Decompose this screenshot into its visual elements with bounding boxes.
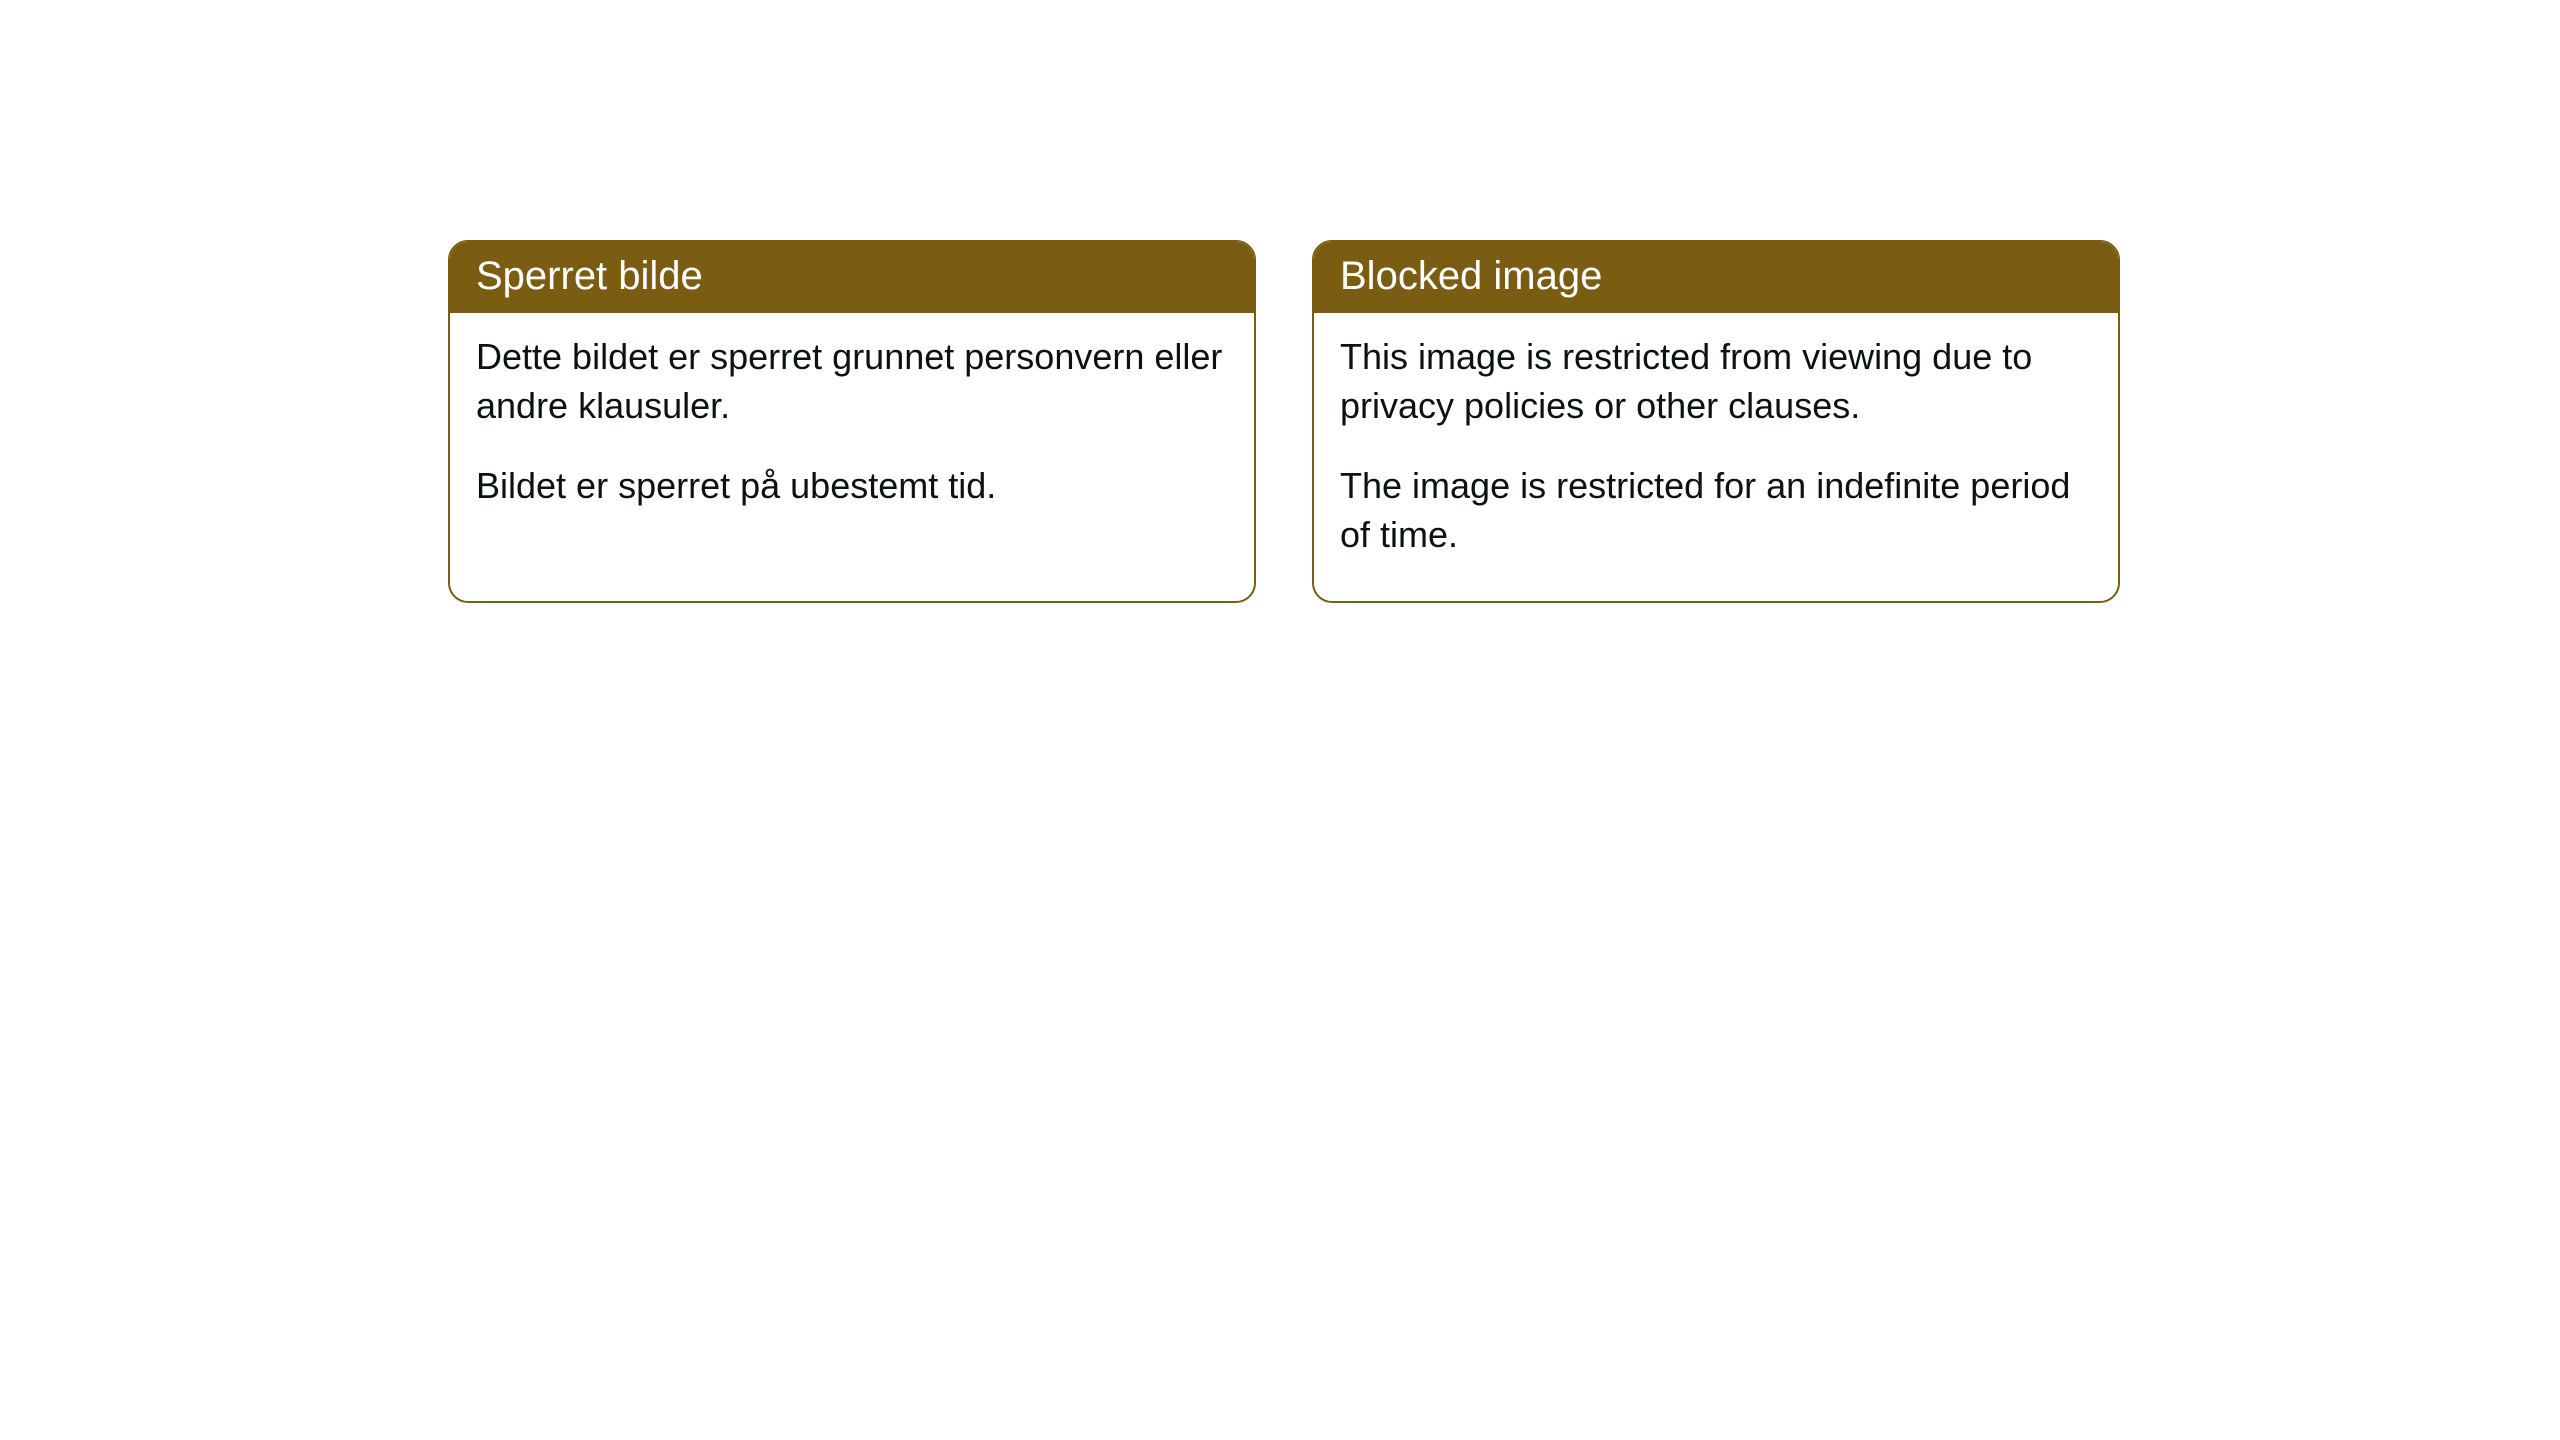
- blocked-image-card-no: Sperret bilde Dette bildet er sperret gr…: [448, 240, 1256, 603]
- card-title: Blocked image: [1314, 242, 2118, 313]
- card-body: This image is restricted from viewing du…: [1314, 313, 2118, 601]
- card-paragraph: Dette bildet er sperret grunnet personve…: [476, 333, 1228, 430]
- cards-container: Sperret bilde Dette bildet er sperret gr…: [448, 240, 2120, 603]
- card-paragraph: Bildet er sperret på ubestemt tid.: [476, 462, 1228, 511]
- card-paragraph: This image is restricted from viewing du…: [1340, 333, 2092, 430]
- card-body: Dette bildet er sperret grunnet personve…: [450, 313, 1254, 553]
- card-paragraph: The image is restricted for an indefinit…: [1340, 462, 2092, 559]
- blocked-image-card-en: Blocked image This image is restricted f…: [1312, 240, 2120, 603]
- card-title: Sperret bilde: [450, 242, 1254, 313]
